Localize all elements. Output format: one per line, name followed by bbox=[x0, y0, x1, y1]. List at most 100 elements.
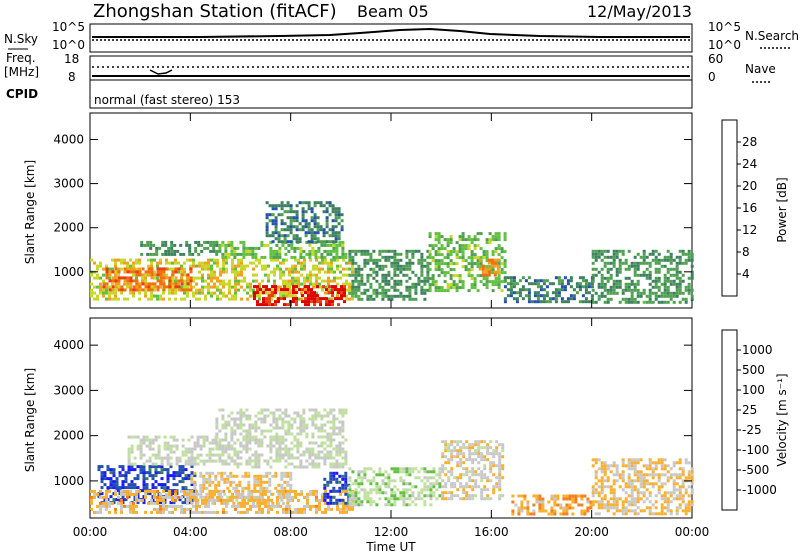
velocity-cell bbox=[492, 449, 496, 453]
power-cell bbox=[283, 288, 286, 292]
power-cell bbox=[195, 282, 198, 286]
power-cell bbox=[381, 267, 385, 271]
velocity-cell bbox=[450, 497, 454, 501]
power-cell bbox=[171, 291, 174, 295]
power-cell bbox=[271, 294, 274, 298]
velocity-cell bbox=[684, 458, 688, 462]
velocity-cell bbox=[299, 420, 303, 424]
velocity-cell bbox=[213, 498, 216, 502]
velocity-cell bbox=[308, 450, 312, 454]
velocity-cell bbox=[144, 492, 147, 496]
power-cell bbox=[485, 259, 489, 263]
velocity-cell bbox=[230, 459, 234, 463]
power-cell bbox=[633, 273, 637, 277]
power-cell bbox=[411, 249, 415, 253]
velocity-cell bbox=[480, 497, 484, 501]
power-region-1 bbox=[102, 267, 193, 292]
power-cell bbox=[396, 279, 400, 283]
velocity-cell bbox=[556, 497, 560, 501]
power-cell bbox=[315, 276, 318, 280]
velocity-cell bbox=[218, 456, 222, 460]
velocity-cell bbox=[305, 426, 309, 430]
velocity-cell bbox=[600, 497, 604, 501]
velocity-cell bbox=[597, 485, 601, 489]
velocity-cell bbox=[284, 453, 288, 457]
velocity-cell bbox=[609, 485, 613, 489]
velocity-cell bbox=[290, 426, 294, 430]
velocity-cell bbox=[600, 476, 604, 480]
velocity-cell bbox=[141, 498, 144, 502]
velocity-cell bbox=[201, 501, 204, 505]
power-cell bbox=[509, 282, 513, 286]
velocity-cell bbox=[603, 461, 607, 465]
velocity-cell bbox=[232, 486, 236, 490]
velocity-cell bbox=[220, 489, 224, 493]
velocity-cell bbox=[684, 476, 688, 480]
velocity-cell bbox=[145, 486, 149, 490]
velocity-cell bbox=[666, 497, 670, 501]
power-cell bbox=[312, 273, 315, 277]
velocity-cell bbox=[411, 467, 415, 471]
power-y-axis-label: Slant Range [km] bbox=[23, 160, 37, 264]
power-cell bbox=[197, 240, 201, 244]
velocity-cell bbox=[332, 408, 336, 412]
velocity-cell bbox=[332, 420, 336, 424]
power-cell bbox=[663, 285, 667, 289]
velocity-cell bbox=[291, 495, 294, 499]
power-cell bbox=[102, 294, 105, 298]
power-cell bbox=[672, 300, 676, 304]
power-cell bbox=[563, 288, 567, 292]
power-cell bbox=[99, 285, 102, 289]
power-cell bbox=[129, 285, 132, 289]
power-cell bbox=[304, 297, 307, 301]
power-cell bbox=[313, 204, 317, 208]
power-cell bbox=[123, 288, 127, 292]
power-cell bbox=[174, 258, 177, 262]
velocity-cell bbox=[332, 495, 336, 499]
power-cell bbox=[165, 273, 168, 277]
velocity-cell bbox=[369, 467, 373, 471]
velocity-cell bbox=[299, 429, 303, 433]
velocity-cell bbox=[289, 477, 293, 481]
power-cell bbox=[621, 261, 625, 265]
power-cell bbox=[180, 288, 184, 292]
power-cell bbox=[423, 297, 427, 301]
velocity-cell bbox=[276, 498, 279, 502]
velocity-cell bbox=[261, 495, 264, 499]
velocity-cell bbox=[684, 503, 688, 507]
power-cell bbox=[271, 207, 275, 211]
velocity-cell bbox=[660, 482, 664, 486]
power-cell bbox=[434, 250, 438, 254]
power-cell bbox=[264, 267, 267, 271]
velocity-cell bbox=[559, 506, 563, 510]
power-cell bbox=[669, 282, 673, 286]
velocity-cell bbox=[274, 471, 278, 475]
velocity-cell bbox=[160, 456, 164, 460]
power-cell bbox=[132, 291, 135, 295]
power-cell bbox=[636, 273, 640, 277]
velocity-cell bbox=[345, 489, 348, 493]
velocity-cell bbox=[145, 477, 149, 481]
power-cell bbox=[135, 273, 139, 277]
power-cell bbox=[402, 297, 406, 301]
velocity-cell bbox=[221, 408, 225, 412]
power-cell bbox=[357, 285, 361, 289]
power-cell bbox=[357, 249, 361, 253]
power-cell bbox=[618, 261, 622, 265]
velocity-cell bbox=[642, 509, 646, 513]
power-cell bbox=[609, 291, 613, 295]
power-cell bbox=[494, 238, 498, 242]
power-cell bbox=[396, 288, 400, 292]
power-cell bbox=[249, 261, 252, 265]
velocity-cell bbox=[411, 500, 415, 504]
power-cell bbox=[606, 276, 610, 280]
velocity-cell bbox=[687, 470, 691, 474]
velocity-cell bbox=[468, 485, 472, 489]
velocity-cell bbox=[312, 504, 315, 508]
velocity-cell bbox=[262, 492, 266, 496]
velocity-cell bbox=[232, 474, 236, 478]
velocity-cell bbox=[344, 408, 348, 412]
velocity-cell bbox=[296, 411, 300, 415]
velocity-cell bbox=[272, 420, 276, 424]
velocity-cell bbox=[288, 492, 291, 496]
